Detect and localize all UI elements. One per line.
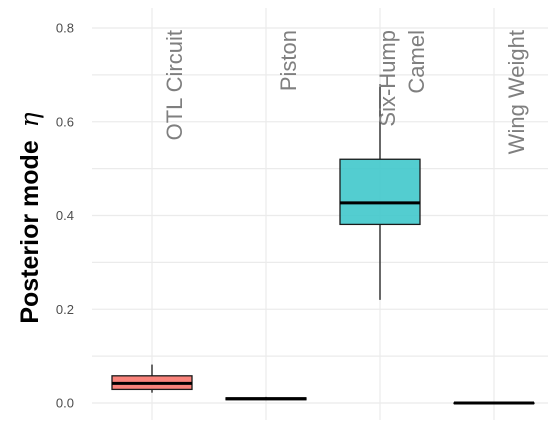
category-label-line: Six-Hump [375,30,400,127]
category-label-wing-weight: Wing Weight [504,30,529,154]
category-label-otl-circuit: OTL Circuit [162,30,187,140]
y-axis-label-symbol: η [15,112,44,127]
category-label-line: OTL Circuit [162,30,187,140]
y-tick-label: 0.8 [56,21,74,36]
box-otl-circuit [111,364,193,393]
box-six-hump-camel [339,84,421,300]
box-iqr [339,158,421,226]
box-piston [225,396,307,401]
category-label-six-hump-camel: Six-Hump Camel [375,30,429,127]
y-tick-label: 0.2 [56,302,74,317]
boxes-layer [111,84,535,405]
category-label-piston: Piston [276,30,301,91]
y-tick-label: 0.4 [56,208,74,223]
category-labels: OTL Circuit Piston Six-Hump Camel Wing Weigh… [162,30,529,154]
y-axis-label: Posterior mode η [15,112,44,323]
y-tick-label: 0.0 [56,396,74,411]
y-tick-label: 0.6 [56,114,74,129]
y-axis-ticks: 0.0 0.2 0.4 0.6 0.8 [56,21,74,411]
box-wing-weight [453,401,535,405]
grid-layer [92,8,548,420]
category-label-line: Piston [276,30,301,91]
category-label-line: Camel [404,30,429,94]
category-label-line: Wing Weight [504,30,529,154]
y-axis-label-text: Posterior mode [16,140,44,323]
